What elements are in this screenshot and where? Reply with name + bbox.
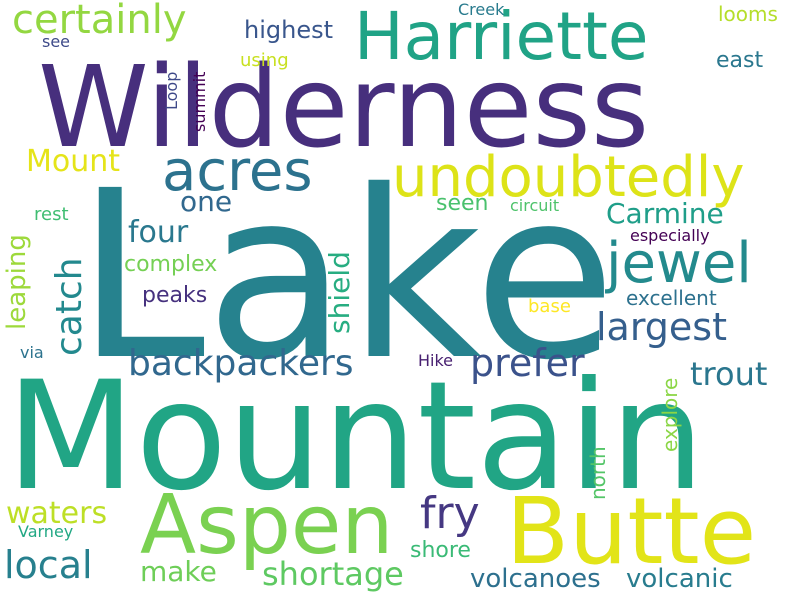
word-make: make bbox=[140, 555, 217, 588]
word-volcanic: volcanic bbox=[626, 564, 733, 594]
word-looms: looms bbox=[718, 2, 778, 26]
word-wilderness: Wilderness bbox=[38, 43, 650, 173]
word-varney: Varney bbox=[18, 522, 74, 541]
word-rest: rest bbox=[34, 204, 69, 225]
word-acres: acres bbox=[162, 139, 313, 204]
word-shield: shield bbox=[323, 251, 356, 334]
word-local: local bbox=[4, 543, 93, 587]
word-one: one bbox=[180, 185, 233, 218]
word-circuit: circuit bbox=[510, 196, 560, 215]
word-summit: summit bbox=[190, 71, 209, 132]
word-leaping: leaping bbox=[2, 234, 32, 330]
word-excellent: excellent bbox=[626, 286, 717, 310]
word-trout: trout bbox=[690, 355, 768, 393]
word-creek: Creek bbox=[458, 0, 505, 19]
word-four: four bbox=[128, 215, 189, 250]
word-aspen: Aspen bbox=[140, 478, 394, 573]
word-volcanoes: volcanoes bbox=[470, 564, 601, 594]
word-butte: Butte bbox=[506, 478, 757, 585]
word-backpackers: backpackers bbox=[128, 343, 354, 384]
word-jewel: jewel bbox=[606, 231, 752, 296]
word-catch: catch bbox=[49, 257, 90, 356]
word-shortage: shortage bbox=[262, 555, 404, 593]
word-hike: Hike bbox=[418, 351, 454, 370]
word-see: see bbox=[42, 32, 71, 51]
word-explore: explore bbox=[658, 377, 682, 452]
word-base: base bbox=[528, 296, 571, 317]
word-lake: Lake bbox=[76, 141, 617, 411]
word-east: east bbox=[716, 48, 764, 73]
word-prefer: prefer bbox=[470, 341, 585, 385]
word-mount: Mount bbox=[26, 144, 121, 179]
word-especially: especially bbox=[630, 226, 710, 245]
word-highest: highest bbox=[244, 16, 334, 44]
word-certainly: certainly bbox=[12, 0, 187, 43]
word-mountain: Mountain bbox=[6, 350, 705, 524]
word-largest: largest bbox=[596, 305, 727, 349]
word-undoubtedly: undoubtedly bbox=[392, 145, 745, 210]
word-seen: seen bbox=[436, 191, 489, 216]
word-shore: shore bbox=[410, 538, 471, 563]
word-via: via bbox=[20, 343, 44, 362]
word-using: using bbox=[240, 50, 289, 71]
word-harriette: Harriette bbox=[354, 0, 649, 75]
word-north: north bbox=[586, 446, 610, 500]
word-loop: Loop bbox=[162, 71, 181, 110]
word-waters: waters bbox=[6, 496, 108, 531]
word-peaks: peaks bbox=[142, 283, 208, 308]
word-fry: fry bbox=[420, 488, 480, 539]
word-complex: complex bbox=[124, 252, 218, 277]
word-carmine: Carmine bbox=[606, 197, 724, 230]
